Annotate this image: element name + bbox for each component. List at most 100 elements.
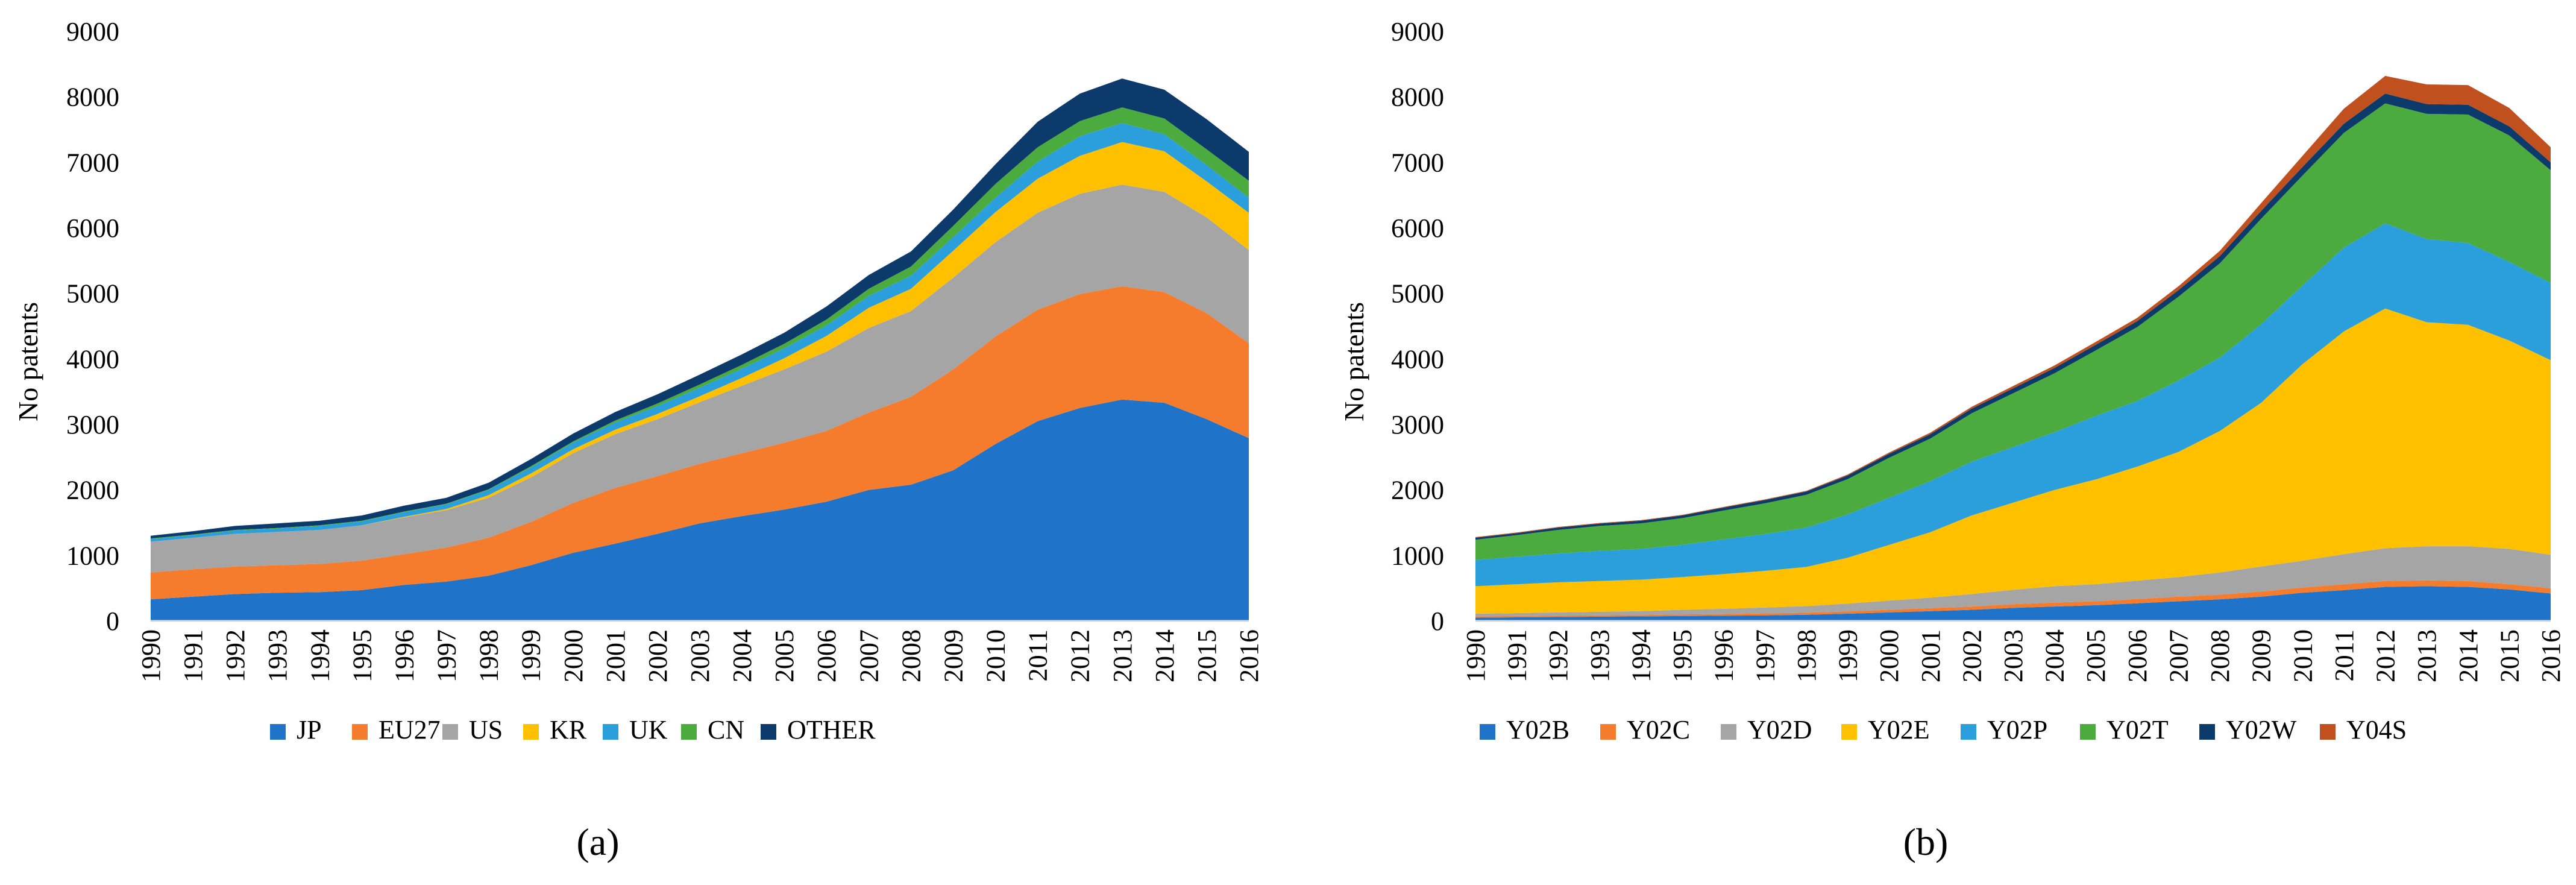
legend-item-us: US [442,715,503,745]
area-y02t [1475,103,2551,560]
legend-swatch [270,724,286,740]
legend-label: CN [708,715,744,745]
legend-swatch [681,724,697,740]
x-tick-label: 2007 [2164,629,2193,682]
x-tick-label: 1993 [1585,629,1615,682]
legend-item-eu27: EU27 [352,715,441,745]
x-tick-label: 2012 [1066,629,1095,682]
x-tick-label: 2014 [2454,629,2483,682]
x-tick-label: 1996 [389,629,419,682]
y-tick-label: 8000 [1391,83,1444,112]
x-tick-label: 1994 [305,629,335,682]
area-series-group [1475,75,2551,621]
legend-label: Y04S [2346,715,2407,745]
legend-swatch [2320,724,2336,740]
legend: Y02B Y02C Y02D Y02E Y02P Y02T Y02W Y04S [1480,715,2407,745]
y-tick-label: 5000 [66,279,119,309]
legend-swatch [761,724,776,740]
area-uk [151,123,1249,542]
chart-panel-a: 0 1000 2000 3000 4000 5000 6000 7000 8000 9000 199… [13,17,1264,863]
x-tick-label: 2006 [812,629,841,682]
x-tick-label: 2013 [2412,629,2442,682]
legend: JP EU27 US KR UK CN OTHER [270,715,876,745]
y-tick-label: 2000 [66,476,119,505]
x-tick-label: 2008 [2205,629,2235,682]
y-tick-label: 5000 [1391,279,1444,309]
x-tick-label: 2000 [559,629,588,682]
legend-item-uk: UK [603,715,668,745]
x-tick-label: 2010 [2288,629,2317,682]
x-tick-label: 2003 [685,629,715,682]
y-tick-label: 9000 [66,17,119,46]
x-tick-label: 2006 [2123,629,2152,682]
y-tick-label: 4000 [1391,344,1444,374]
legend-label: Y02D [1747,715,1812,745]
legend-label: Y02W [2226,715,2297,745]
y-tick-label: 1000 [1391,541,1444,570]
y-tick-label: 9000 [1391,17,1444,46]
area-eu27 [151,286,1249,600]
legend-label: OTHER [787,715,876,745]
x-tick-label: 1990 [136,629,166,682]
x-tick-label: 2005 [770,629,799,682]
x-tick-label: 2011 [1023,629,1053,681]
y-tick-label: 6000 [66,213,119,243]
legend-item-y02w: Y02W [2199,715,2297,745]
legend-item-cn: CN [681,715,744,745]
y-tick-label: 8000 [66,83,119,112]
legend-swatch [1841,724,1857,740]
legend-label: UK [629,715,668,745]
legend-swatch [442,724,458,740]
legend-label: JP [297,715,322,745]
legend-swatch [1961,724,1976,740]
area-series-group [151,78,1249,621]
y-tick-label: 7000 [1391,148,1444,177]
legend-item-y02e: Y02E [1841,715,1930,745]
x-tick-label: 1999 [1833,629,1863,682]
x-tick-label: 2001 [1916,629,1946,682]
panel-label: (b) [1903,820,1949,863]
y-tick-label: 6000 [1391,213,1444,243]
y-tick-label: 1000 [66,541,119,570]
y-tick-label: 0 [106,606,119,636]
legend-swatch [1721,724,1736,740]
legend-swatch [2080,724,2096,740]
x-tick-label: 2009 [2247,629,2276,682]
legend-item-y02b: Y02B [1480,715,1569,745]
y-tick-label: 4000 [66,344,119,374]
x-tick-label: 2005 [2081,629,2111,682]
x-tick-label: 2000 [1874,629,1904,682]
axes: 0 1000 2000 3000 4000 5000 6000 7000 8000 9000 199… [66,17,1264,682]
x-tick-label: 2002 [643,629,673,682]
x-tick-label: 2004 [2040,629,2070,682]
legend-label: Y02B [1506,715,1569,745]
x-tick-label: 1999 [517,629,546,682]
x-tick-label: 1998 [474,629,504,682]
x-tick-label: 2001 [601,629,630,682]
y-tick-label: 3000 [66,410,119,439]
y-axis-label: No patents [1339,302,1369,421]
legend-item-other: OTHER [761,715,876,745]
legend-item-y02p: Y02P [1961,715,2047,745]
x-tick-label: 1991 [178,629,208,682]
area-kr [151,142,1249,542]
y-tick-label: 7000 [66,148,119,177]
y-tick-label: 3000 [1391,410,1444,439]
x-tick-label: 2002 [1957,629,1987,682]
x-tick-label: 1997 [1750,629,1780,682]
legend-label: EU27 [379,715,441,745]
legend-label: Y02C [1627,715,1690,745]
x-tick-label: 1996 [1709,629,1739,682]
x-tick-label: 2008 [896,629,926,682]
x-tick-label: 2012 [2371,629,2401,682]
x-tick-label: 2013 [1108,629,1137,682]
x-tick-label: 2010 [981,629,1011,682]
x-tick-label: 1992 [221,629,250,682]
legend-item-y02d: Y02D [1721,715,1812,745]
legend-item-y04s: Y04S [2320,715,2407,745]
legend-swatch [603,724,618,740]
area-jp [151,399,1249,621]
x-tick-label: 1993 [263,629,292,682]
legend-swatch [352,724,368,740]
